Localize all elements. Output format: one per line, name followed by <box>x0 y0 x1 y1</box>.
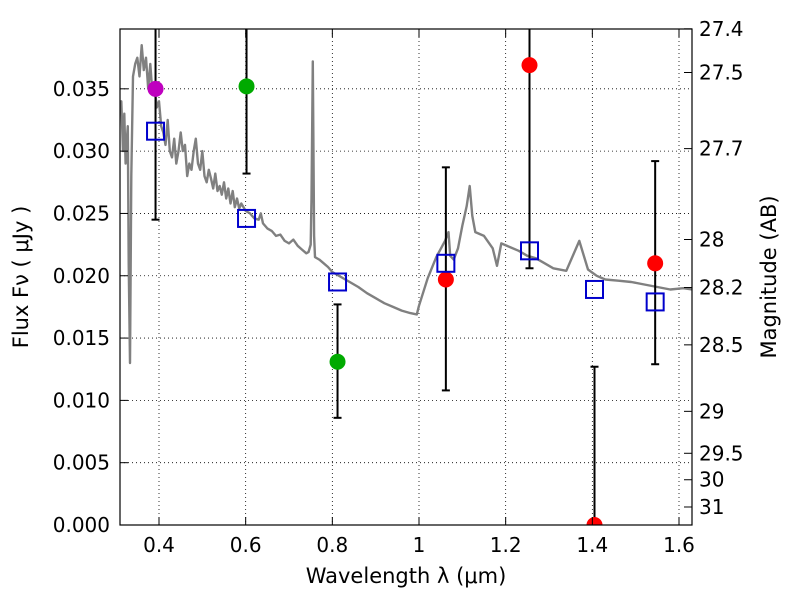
synthetic-point <box>436 253 456 273</box>
y2-tick-label: 29 <box>699 399 724 423</box>
y-tick-label: 0.035 <box>53 77 110 101</box>
y-tick-label: 0.030 <box>53 139 110 163</box>
y2-tick-label: 28.2 <box>699 276 744 300</box>
observed-point <box>521 57 538 74</box>
x-axis-label: Wavelength λ (μm) <box>306 564 507 588</box>
observed-point <box>647 255 664 272</box>
x-tick-label: 0.4 <box>143 533 175 557</box>
x-tick-label: 1.4 <box>576 533 608 557</box>
observed-point <box>437 271 454 288</box>
observed-point <box>586 517 603 525</box>
y-tick-label: 0.015 <box>53 326 110 350</box>
synthetic-point <box>585 279 604 299</box>
axis-ticks: 0.4 0.6 0.8 1 1.2 1.4 1.6 0.000 0.005 0.010 0.015 0… <box>53 17 744 557</box>
y-tick-label: 0.020 <box>53 264 110 288</box>
y2-axis-label: Magnitude (AB) <box>757 195 781 358</box>
plot-frame <box>119 28 693 526</box>
x-tick-label: 0.6 <box>230 533 262 557</box>
y2-tick-label: 28 <box>699 227 724 251</box>
synthetic-point <box>328 272 348 292</box>
y2-tick-label: 30 <box>699 468 724 492</box>
observed-point <box>238 78 255 95</box>
y-tick-label: 0.000 <box>53 513 110 537</box>
y-tick-label: 0.005 <box>53 451 110 475</box>
synthetic-point <box>520 241 539 261</box>
x-tick-label: 0.8 <box>316 533 348 557</box>
synthetic-point <box>645 292 665 312</box>
y2-tick-label: 27.4 <box>699 17 744 41</box>
x-tick-label: 1.2 <box>490 533 522 557</box>
x-tick-label: 1 <box>413 533 426 557</box>
y-tick-label: 0.025 <box>53 201 110 225</box>
observed-point <box>147 80 164 97</box>
synthetic-point <box>146 121 166 141</box>
observed-points <box>147 57 664 525</box>
y2-tick-label: 27.5 <box>699 60 744 84</box>
synthetic-points <box>146 121 665 312</box>
model-spectrum-line <box>120 44 692 365</box>
synthetic-point <box>237 208 257 228</box>
plot-background <box>120 29 692 525</box>
observed-point <box>329 353 346 370</box>
y-axis-label: Flux Fν ( μJy ) <box>9 206 33 349</box>
x-tick-label: 1.6 <box>663 533 695 557</box>
y2-tick-label: 27.7 <box>699 137 744 161</box>
y2-tick-label: 29.5 <box>699 441 744 465</box>
y-tick-label: 0.010 <box>53 388 110 412</box>
plot-area <box>120 29 692 525</box>
y2-tick-label: 28.5 <box>699 333 744 357</box>
y2-tick-label: 31 <box>699 495 724 519</box>
